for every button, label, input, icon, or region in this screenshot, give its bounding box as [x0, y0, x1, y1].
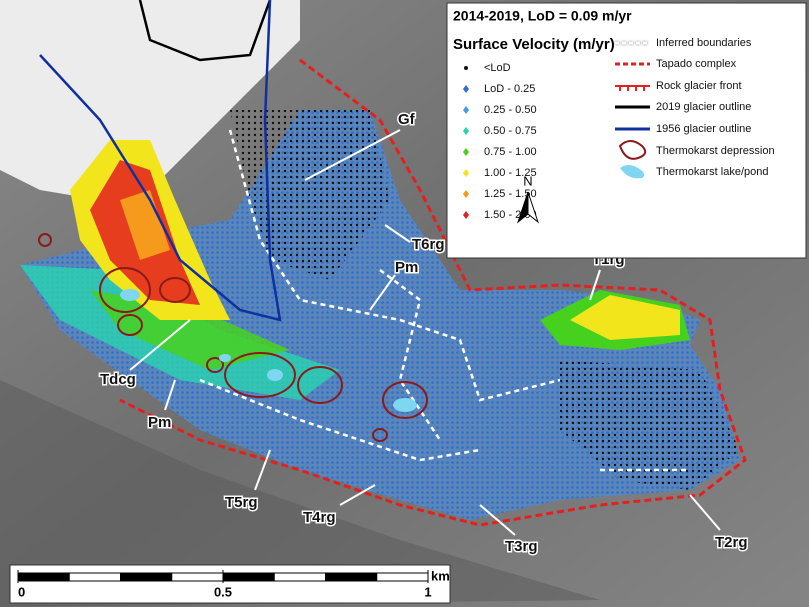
map-label: Pm	[395, 259, 418, 276]
terrain	[0, 380, 600, 607]
map-label: T5rg	[225, 494, 258, 511]
legend-swatch	[463, 148, 469, 156]
legend-title: 2014-2019, LoD = 0.09 m/yr	[453, 8, 632, 24]
legend-class-label: 0.75 - 1.00	[484, 146, 537, 158]
legend-line-label: 1956 glacier outline	[656, 123, 751, 135]
glacier	[0, 0, 300, 200]
legend-line-symbols	[615, 41, 650, 179]
map-label: T4rg	[303, 509, 336, 526]
legend-line-label: Tapado complex	[656, 58, 737, 70]
glacier-outline-2019	[138, 0, 272, 62]
north-arrow	[527, 191, 540, 224]
velocity-orange	[120, 190, 170, 260]
label-arrows	[129, 129, 721, 536]
legend-subtitle: Surface Velocity (m/yr)	[453, 36, 615, 53]
map-label: Pm	[148, 414, 171, 431]
velocity-yellow	[570, 295, 680, 340]
legend-class-label: 1.25 - 1.50	[484, 188, 537, 200]
velocity-green	[90, 290, 290, 370]
scale-bar: 0 0.5 1km	[17, 568, 450, 599]
map-label: T2rg	[715, 534, 748, 551]
scale-segment	[376, 572, 429, 582]
north-label: N	[523, 173, 532, 188]
legend-class-label: 1.00 - 1.25	[484, 167, 537, 179]
legend-swatch	[463, 85, 469, 93]
legend-line-label: 2019 glacier outline	[656, 101, 751, 113]
glacier-outline-1956	[39, 0, 282, 322]
map-label: Gf	[398, 111, 416, 128]
legend-class-label: LoD - 0.25	[484, 83, 535, 95]
scale-segment	[171, 572, 224, 582]
map-label: Tdcg	[100, 371, 136, 388]
legend-swatch	[463, 106, 469, 114]
legend-swatch	[463, 169, 469, 177]
legend-line-label: Rock glacier front	[656, 80, 742, 92]
thermokarst-lakes	[120, 289, 417, 412]
scale-unit: km	[431, 568, 450, 583]
map-label: T6rg	[412, 236, 445, 253]
legend-line-label: Inferred boundaries	[656, 37, 752, 49]
scale-segment	[273, 572, 326, 582]
scale-tick-label: 1	[424, 584, 431, 599]
tapado-outline	[119, 58, 747, 527]
scale-tick-label: 0	[18, 584, 25, 599]
scale-box	[9, 564, 451, 604]
scale-segment	[68, 572, 121, 582]
scale-segment	[325, 572, 378, 582]
legend-class-label: <LoD	[484, 62, 511, 74]
inferred-boundaries	[199, 129, 690, 472]
legend-line-label: Thermokarst lake/pond	[656, 166, 769, 178]
legend-class-label: 0.25 - 0.50	[484, 104, 537, 116]
legend-line-label: Thermokarst depression	[656, 145, 775, 157]
legend-swatch	[463, 211, 469, 219]
thermokarst-depressions	[38, 233, 428, 442]
legend-class-label: 0.50 - 0.75	[484, 125, 537, 137]
velocity-lod	[560, 360, 740, 490]
scale-tick-label: 0.5	[214, 584, 232, 599]
legend-swatch	[463, 190, 469, 198]
legend-swatch	[463, 127, 469, 135]
scale-segment	[222, 572, 275, 582]
map-label: T3rg	[505, 538, 538, 555]
scale-segment	[120, 572, 173, 582]
scale-segment	[17, 572, 70, 582]
legend-swatch	[464, 66, 468, 70]
